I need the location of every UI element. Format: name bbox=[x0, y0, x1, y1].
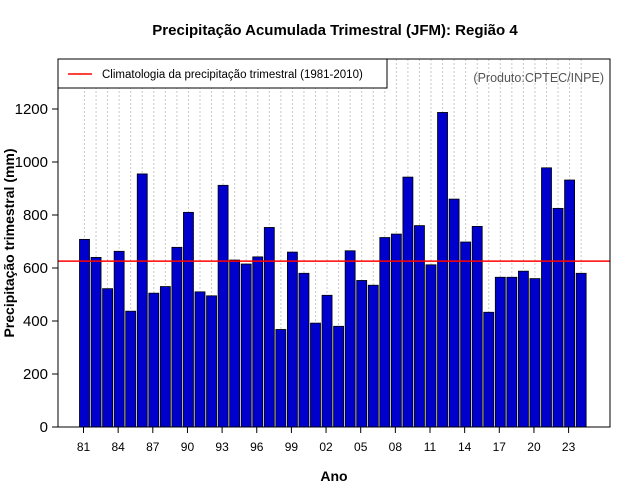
x-tick-label: 17 bbox=[493, 440, 507, 454]
bar-12: 12: 1187 bbox=[437, 112, 448, 428]
y-tick-label: 1000 bbox=[15, 154, 48, 171]
bar-87: 87: 505 bbox=[148, 292, 160, 428]
bar-07: 07: 715 bbox=[379, 237, 391, 428]
x-tick-label: 02 bbox=[319, 440, 333, 454]
bar-10: 10: 760 bbox=[414, 225, 425, 428]
bar-83: 83: 522 bbox=[102, 288, 113, 428]
y-tick-label: 800 bbox=[23, 207, 48, 224]
bar-84: 84: 663 bbox=[113, 250, 125, 428]
bar-97: 97: 753 bbox=[263, 227, 275, 428]
x-tick-label: 81 bbox=[77, 440, 91, 454]
bar-99: 99: 660 bbox=[286, 251, 298, 428]
bar-81: 81: 708 bbox=[79, 238, 90, 428]
bar-89: 89: 678 bbox=[171, 246, 183, 428]
y-tick-label: 0 bbox=[40, 419, 48, 436]
legend-label: Climatologia da precipitação trimestral … bbox=[102, 69, 363, 81]
bar-09: 09: 943 bbox=[402, 176, 414, 428]
bar-18: 18: 565 bbox=[506, 276, 518, 428]
bar-11: 11: 612 bbox=[425, 264, 437, 428]
bar-86: 86: 955 bbox=[136, 173, 148, 428]
bar-95: 95: 615 bbox=[240, 263, 252, 428]
credit-text: (Produto:CPTEC/INPE) bbox=[473, 71, 604, 85]
x-tick-label: 11 bbox=[424, 440, 437, 454]
x-axis: 81 84 87 90 93 96 99 02 05 08 11 14 17 20 23 bbox=[77, 427, 576, 454]
bar-22: 22: 825 bbox=[552, 207, 564, 428]
bar-04: 04: 665 bbox=[344, 250, 356, 428]
y-tick-label: 1200 bbox=[15, 101, 48, 118]
x-tick-label: 99 bbox=[285, 440, 299, 454]
x-tick-label: 93 bbox=[215, 440, 229, 454]
bar-98: 98: 368 bbox=[275, 329, 287, 428]
bars: 81: 70882: 64083: 52284: 66385: 43786: 9… bbox=[79, 112, 587, 428]
bar-88: 88: 530 bbox=[159, 286, 171, 428]
bar-92: 92: 495 bbox=[206, 295, 217, 428]
x-tick-label: 08 bbox=[389, 440, 403, 454]
bar-90: 90: 810 bbox=[183, 211, 194, 428]
x-tick-label: 14 bbox=[458, 440, 472, 454]
bar-93: 93: 912 bbox=[217, 184, 229, 428]
y-tick-label: 200 bbox=[23, 366, 48, 383]
bar-01: 01: 392 bbox=[310, 322, 321, 428]
bar-05: 05: 553 bbox=[356, 280, 368, 428]
legend-box bbox=[57, 58, 388, 89]
x-tick-label: 23 bbox=[562, 440, 576, 454]
bar-96: 96: 642 bbox=[252, 256, 264, 428]
x-tick-label: 84 bbox=[111, 440, 125, 454]
bar-08: 08: 728 bbox=[390, 233, 402, 428]
chart-title: Precipitação Acumulada Trimestral (JFM):… bbox=[152, 22, 518, 39]
x-tick-label: 87 bbox=[146, 440, 160, 454]
bar-14: 14: 698 bbox=[460, 241, 472, 428]
bar-03: 03: 380 bbox=[333, 325, 345, 428]
bar-85: 85: 437 bbox=[125, 310, 137, 428]
bar-91: 91: 510 bbox=[194, 291, 206, 428]
bar-06: 06: 535 bbox=[367, 284, 379, 428]
bar-16: 16: 433 bbox=[483, 311, 495, 428]
bar-19: 19: 588 bbox=[518, 270, 529, 428]
y-axis: 0 200 400 600 800 1000 1200 bbox=[15, 101, 58, 436]
x-tick-label: 96 bbox=[250, 440, 264, 454]
bar-82: 82: 640 bbox=[90, 256, 102, 428]
y-axis-title: Precipitação trimestral (mm) bbox=[1, 148, 17, 337]
bar-24: 24: 580 bbox=[575, 272, 587, 428]
x-axis-title: Ano bbox=[320, 468, 347, 484]
bar-21: 21: 978 bbox=[541, 167, 552, 428]
x-tick-label: 20 bbox=[527, 440, 541, 454]
legend: Climatologia da precipitação trimestral … bbox=[57, 58, 388, 89]
bar-00: 00: 580 bbox=[298, 272, 310, 428]
bar-94: 94: 630 bbox=[229, 259, 241, 428]
y-tick-label: 600 bbox=[23, 260, 48, 277]
bar-23: 23: 932 bbox=[564, 179, 575, 428]
bar-17: 17: 565 bbox=[494, 276, 506, 428]
y-tick-label: 400 bbox=[23, 313, 48, 330]
bar-13: 13: 860 bbox=[448, 198, 460, 428]
bar-20: 20: 560 bbox=[529, 278, 541, 428]
x-tick-label: 05 bbox=[354, 440, 368, 454]
bar-02: 02: 497 bbox=[321, 294, 333, 428]
x-tick-label: 90 bbox=[181, 440, 195, 454]
bar-15: 15: 757 bbox=[471, 225, 483, 428]
